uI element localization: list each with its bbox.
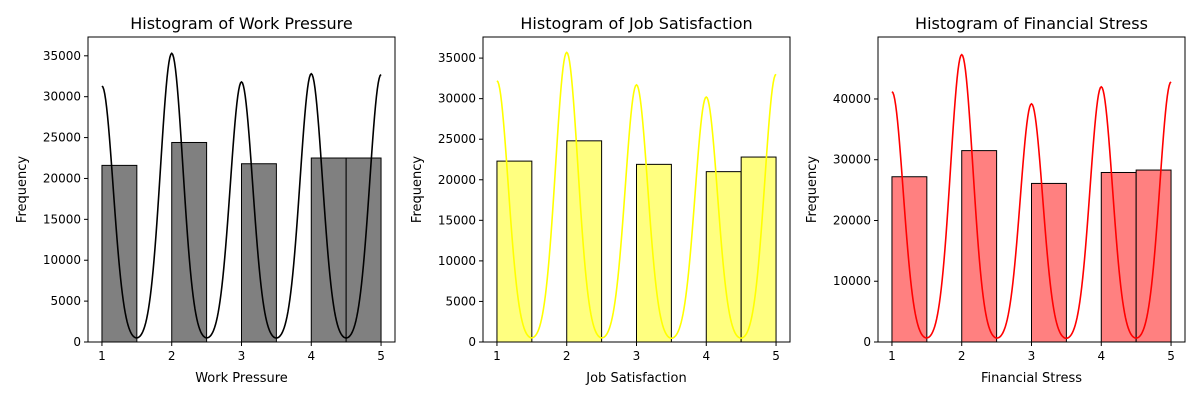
kde-line bbox=[891, 53, 1172, 340]
y-tick-label: 0 bbox=[863, 335, 871, 349]
kde-line bbox=[496, 51, 777, 339]
y-tick-label: 25000 bbox=[438, 132, 476, 146]
y-tick-label: 30000 bbox=[43, 90, 81, 104]
y-axis-label: Frequency bbox=[410, 156, 425, 223]
y-tick-label: 25000 bbox=[43, 131, 81, 145]
x-tick-label: 1 bbox=[493, 349, 501, 363]
y-tick-label: 35000 bbox=[43, 49, 81, 63]
y-tick-label: 15000 bbox=[43, 212, 81, 226]
chart-title: Histogram of Job Satisfaction bbox=[520, 14, 752, 33]
histogram-bar bbox=[496, 160, 533, 343]
y-axis-label: Frequency bbox=[805, 156, 820, 223]
histogram-bar bbox=[961, 150, 998, 343]
histogram-bar bbox=[1135, 169, 1172, 343]
y-tick-label: 35000 bbox=[438, 51, 476, 65]
x-tick-label: 3 bbox=[1028, 349, 1036, 363]
y-tick-label: 0 bbox=[73, 335, 81, 349]
x-tick-label: 1 bbox=[98, 349, 106, 363]
x-tick-label: 2 bbox=[958, 349, 966, 363]
x-tick-label: 4 bbox=[1097, 349, 1105, 363]
x-tick-label: 4 bbox=[307, 349, 315, 363]
y-tick-label: 20000 bbox=[43, 171, 81, 185]
y-tick-label: 10000 bbox=[438, 254, 476, 268]
x-axis-label: Financial Stress bbox=[981, 371, 1082, 386]
chart-title: Histogram of Work Pressure bbox=[130, 14, 353, 33]
histogram-bar bbox=[171, 141, 208, 343]
x-tick-label: 1 bbox=[888, 349, 896, 363]
y-tick-label: 0 bbox=[468, 335, 476, 349]
chart-panel-1: 1 2 3 4 5 0 5000 10000 15000 20000 25000 30000 35000… bbox=[15, 14, 396, 386]
y-tick-label: 10000 bbox=[43, 253, 81, 267]
histogram-bar bbox=[1100, 171, 1137, 343]
y-tick-label: 5000 bbox=[50, 294, 81, 308]
histogram-bar bbox=[740, 156, 777, 343]
histogram-bar bbox=[345, 157, 382, 343]
x-tick-label: 5 bbox=[1167, 349, 1175, 363]
chart-title: Histogram of Financial Stress bbox=[915, 14, 1148, 33]
histogram-bar bbox=[241, 163, 277, 343]
y-axis-label: Frequency bbox=[15, 156, 30, 223]
kde-line bbox=[101, 52, 382, 339]
y-tick-label: 30000 bbox=[833, 153, 871, 167]
histogram-bar bbox=[705, 171, 742, 343]
x-tick-label: 5 bbox=[377, 349, 385, 363]
histogram-bar bbox=[101, 164, 138, 343]
x-axis-label: Work Pressure bbox=[195, 371, 288, 386]
y-tick-label: 30000 bbox=[438, 92, 476, 106]
histogram-bar bbox=[310, 157, 347, 343]
chart-panel-3: 1 2 3 4 5 0 10000 20000 30000 40000 Histogram of F… bbox=[805, 14, 1186, 386]
histogram-bar bbox=[636, 163, 672, 343]
y-tick-label: 20000 bbox=[833, 213, 871, 227]
y-tick-label: 10000 bbox=[833, 274, 871, 288]
y-tick-label: 5000 bbox=[445, 294, 476, 308]
x-tick-label: 2 bbox=[168, 349, 176, 363]
y-tick-label: 15000 bbox=[438, 213, 476, 227]
x-tick-label: 3 bbox=[238, 349, 246, 363]
histogram-bar bbox=[1031, 182, 1067, 343]
chart-panel-2: 1 2 3 4 5 0 5000 10000 15000 20000 25000 30000 35000… bbox=[410, 14, 791, 386]
y-tick-label: 40000 bbox=[833, 92, 871, 106]
x-tick-label: 4 bbox=[702, 349, 710, 363]
x-tick-label: 5 bbox=[772, 349, 780, 363]
histogram-bar bbox=[891, 176, 928, 343]
x-tick-label: 2 bbox=[563, 349, 571, 363]
y-tick-label: 20000 bbox=[438, 173, 476, 187]
x-axis-label: Job Satisfaction bbox=[585, 371, 686, 386]
x-tick-label: 3 bbox=[633, 349, 641, 363]
histogram-bar bbox=[566, 140, 603, 343]
